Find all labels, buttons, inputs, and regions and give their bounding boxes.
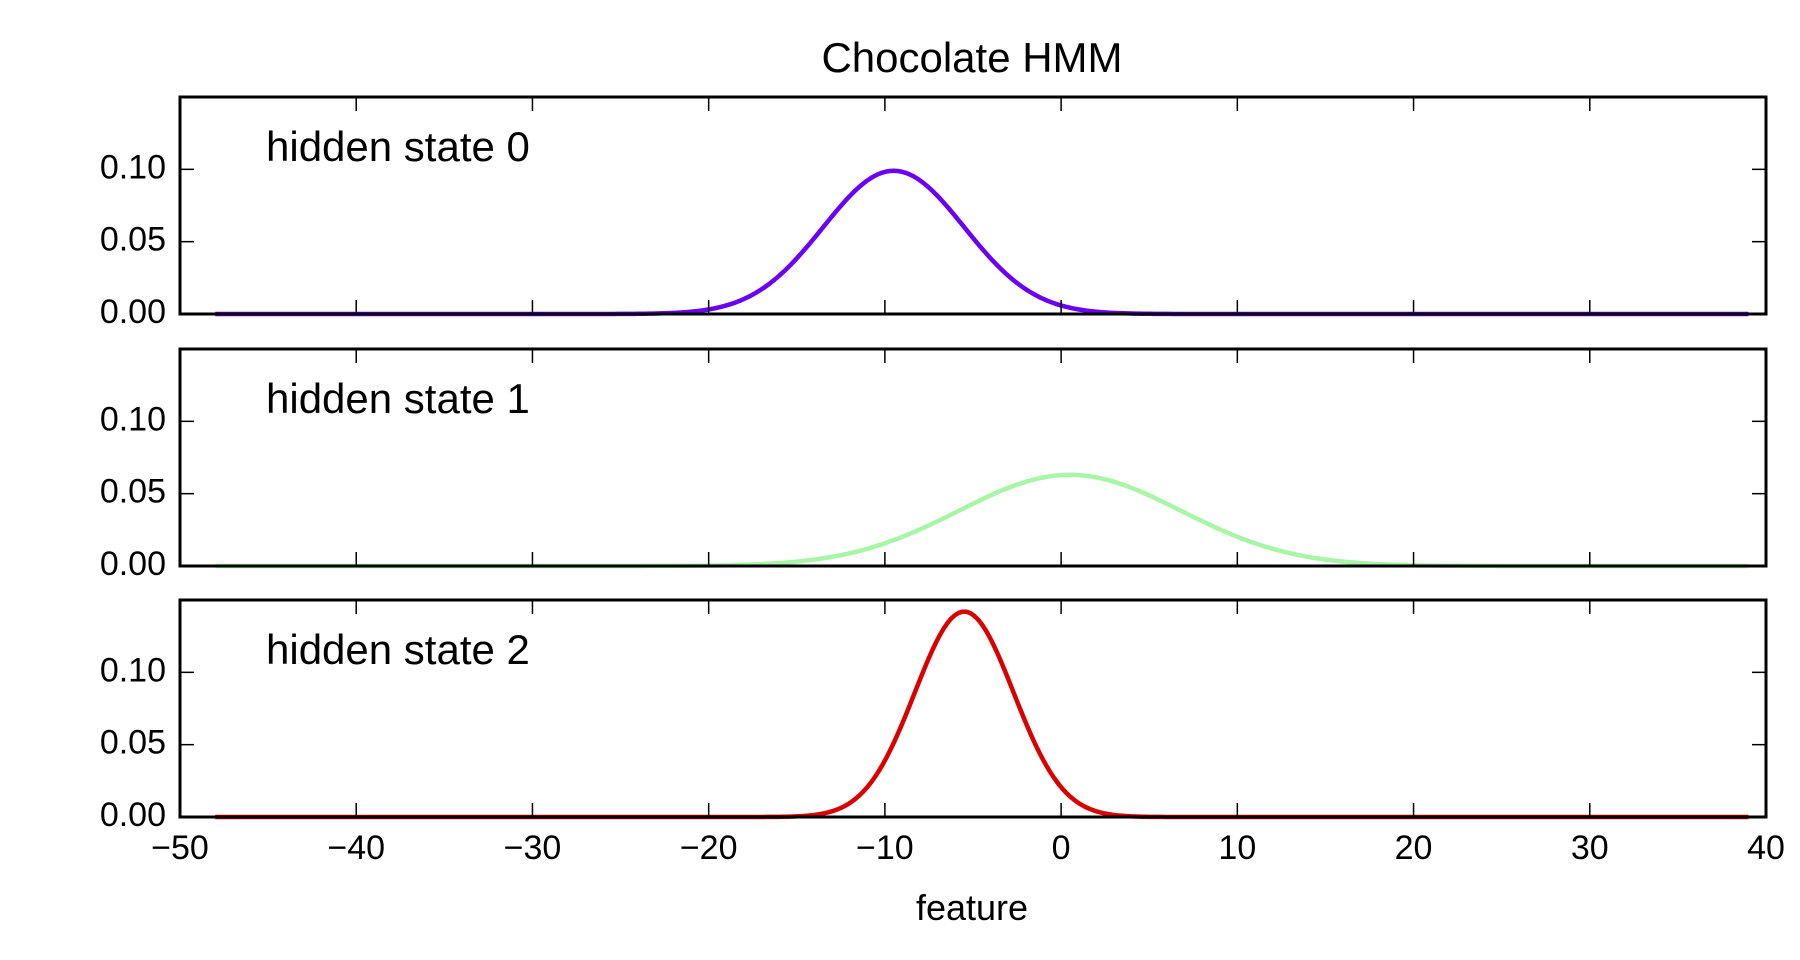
panel-2: 0.00 0.05 0.10 hidden state 2	[100, 598, 1768, 834]
x-tick-label-6: 10	[1218, 829, 1256, 867]
panel-annotation-1: hidden state 1	[266, 375, 530, 422]
x-tick-label-8: 30	[1571, 829, 1609, 867]
chart-panels: 0.00 0.05 0.10 hidden state 0 0.00 0.05 0.10 hi…	[100, 95, 1785, 867]
x-tick-label-1: −40	[327, 829, 385, 867]
series-line-1	[215, 472, 1749, 569]
axes-frame-2	[178, 598, 1768, 819]
x-tick-label-5: 0	[1052, 829, 1071, 867]
panel-1: 0.00 0.05 0.10 hidden state 1	[100, 347, 1768, 583]
y-tick-label-0-2: 0.10	[100, 148, 166, 186]
panel-annotation-2: hidden state 2	[266, 626, 530, 673]
y-tick-label-0-0: 0.00	[100, 293, 166, 331]
chart-title: Chocolate HMM	[821, 34, 1122, 81]
y-tick-label-2-1: 0.05	[100, 724, 166, 762]
y-tick-label-1-1: 0.05	[100, 473, 166, 511]
panel-annotation-0: hidden state 0	[266, 123, 530, 170]
y-tick-label-1-2: 0.10	[100, 400, 166, 438]
y-tick-label-2-0: 0.00	[100, 796, 166, 834]
series-line-0	[215, 168, 1749, 317]
x-axis-label: feature	[916, 887, 1028, 928]
y-tick-label-2-2: 0.10	[100, 651, 166, 689]
x-tick-label-9: 40	[1747, 829, 1785, 867]
y-tick-label-0-1: 0.05	[100, 221, 166, 259]
axes-frame-1	[178, 347, 1768, 568]
x-tick-label-0: −50	[151, 829, 209, 867]
axes-frame-0	[178, 95, 1768, 316]
x-tick-label-2: −30	[504, 829, 562, 867]
x-tick-label-4: −10	[856, 829, 914, 867]
y-tick-label-1-0: 0.00	[100, 545, 166, 583]
x-tick-label-3: −20	[680, 829, 738, 867]
panel-0: 0.00 0.05 0.10 hidden state 0	[100, 95, 1768, 331]
x-tick-label-7: 20	[1395, 829, 1433, 867]
